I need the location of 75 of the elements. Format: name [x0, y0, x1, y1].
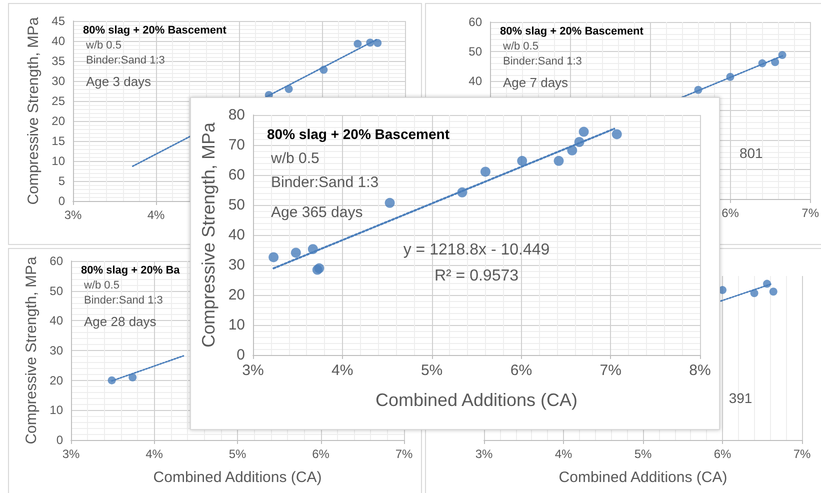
- y-tick-label: 0: [58, 194, 66, 208]
- y-tick-label: 30: [52, 74, 66, 88]
- y-tick-label: 20: [52, 114, 66, 128]
- annotation: w/b 0.5: [502, 40, 538, 52]
- annotation: 80% slag + 20% Ba: [81, 264, 181, 276]
- x-tick-label: 5%: [634, 447, 652, 461]
- y-tick-label: 45: [52, 14, 66, 28]
- y-tick-label: 60: [468, 15, 482, 29]
- annotation: w/b 0.5: [83, 280, 120, 292]
- x-axis-title: Combined Additions (CA): [375, 390, 578, 410]
- y-tick-label: 40: [228, 226, 245, 244]
- y-tick-label: 80: [228, 106, 245, 124]
- y-tick-label: 40: [468, 74, 482, 88]
- annotation: 80% slag + 20% Bascement: [267, 126, 450, 142]
- x-tick-label: 8%: [689, 362, 711, 379]
- annotation: Binder:Sand 1:3: [503, 56, 582, 68]
- annotation: Age 7 days: [503, 75, 569, 90]
- y-tick-label: 50: [50, 284, 64, 298]
- y-axis-title: Compressive Strength, MPa: [22, 256, 40, 444]
- y-tick-label: 5: [58, 174, 66, 188]
- y-axis-title: Compressive Strength, MPa: [24, 16, 42, 205]
- y-tick-label: 30: [50, 344, 64, 358]
- y-tick-label: 60: [228, 166, 245, 184]
- y-tick-label: 50: [228, 196, 245, 214]
- y-tick-label: 0: [236, 346, 245, 364]
- x-tick-label: 4%: [554, 447, 572, 461]
- x-tick-label: 6%: [312, 447, 330, 461]
- annotation: y = 1218.8x - 10.449: [403, 242, 550, 259]
- x-tick-label: 6%: [722, 206, 740, 220]
- x-tick-label: 4%: [146, 447, 164, 461]
- annotation: Binder:Sand 1:3: [271, 174, 379, 191]
- y-tick-label: 10: [52, 154, 66, 168]
- annotation: 80% slag + 20% Bascement: [500, 26, 644, 38]
- x-tick-label: 3%: [64, 208, 82, 222]
- annotation: R² = 0.9573: [434, 268, 519, 285]
- y-tick-label: 35: [52, 54, 66, 68]
- annotation: 80% slag + 20% Bascement: [83, 24, 227, 36]
- y-tick-label: 20: [50, 373, 64, 388]
- annotation: Binder:Sand 1:3: [84, 294, 163, 306]
- x-tick-label: 7%: [395, 447, 413, 461]
- x-tick-label: 7%: [793, 447, 811, 461]
- y-axis-title: Compressive Strength, MPa: [198, 121, 218, 348]
- x-tick-label: 4%: [332, 362, 354, 379]
- y-tick-label: 40: [50, 314, 64, 328]
- x-axis-title: Combined Additions (CA): [558, 469, 728, 486]
- annotation: Binder:Sand 1:3: [86, 54, 165, 66]
- y-tick-label: 60: [50, 254, 64, 268]
- x-tick-label: 4%: [147, 208, 165, 222]
- y-tick-label: 70: [228, 136, 245, 154]
- annotation: Age 28 days: [84, 314, 157, 329]
- x-axis-title: Combined Additions (CA): [153, 469, 322, 486]
- x-tick-label: 3%: [475, 447, 493, 461]
- y-tick-label: 20: [228, 286, 245, 304]
- x-tick-label: 5%: [228, 447, 246, 461]
- y-tick-label: 50: [468, 44, 482, 58]
- annotation: Age 365 days: [271, 204, 363, 221]
- annotation: 801: [739, 144, 764, 161]
- y-tick-label: 15: [52, 134, 66, 148]
- y-tick-label: 0: [56, 433, 64, 447]
- x-tick-label: 3%: [62, 447, 80, 461]
- x-tick-label: 6%: [714, 447, 732, 461]
- x-tick-label: 7%: [802, 206, 820, 220]
- annotation: 391: [728, 390, 752, 406]
- y-tick-label: 10: [228, 316, 245, 334]
- x-tick-label: 5%: [420, 362, 443, 379]
- annotation: Age 3 days: [86, 74, 152, 89]
- y-tick-label: 30: [228, 256, 245, 274]
- y-tick-label: 25: [52, 94, 66, 108]
- x-tick-label: 6%: [510, 362, 532, 379]
- annotation: w/b 0.5: [270, 150, 320, 167]
- x-tick-label: 7%: [600, 362, 622, 379]
- annotation: w/b 0.5: [85, 40, 122, 52]
- y-tick-label: 10: [50, 403, 64, 418]
- y-tick-label: 40: [52, 34, 66, 48]
- x-tick-label: 3%: [242, 362, 264, 379]
